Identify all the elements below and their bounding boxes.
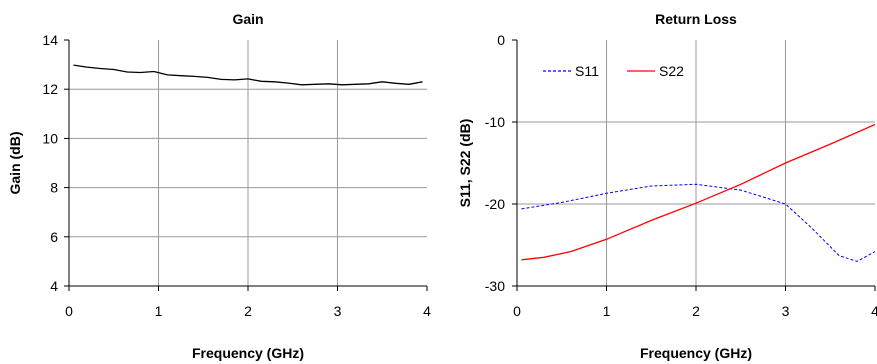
chart1-x-tick-label: 3 — [334, 303, 342, 319]
chart1-y-tick-label: 10 — [42, 130, 58, 146]
chart1-y-tick-label: 14 — [42, 32, 58, 48]
chart2-legend-label-s11: S11 — [575, 63, 599, 79]
chart2-x-tick-label: 0 — [513, 303, 521, 319]
chart2-x-axis-label: Frequency (GHz) — [640, 345, 752, 361]
chart1-x-tick-label: 1 — [155, 303, 163, 319]
chart1-y-axis-label: Gain (dB) — [7, 132, 23, 195]
chart1-x-tick-label: 2 — [244, 303, 252, 319]
chart1-y-tick-label: 12 — [42, 81, 58, 97]
chart2-y-tick-label: -30 — [485, 278, 505, 294]
chart1-y-tick-label: 8 — [50, 180, 58, 196]
chart2-x-tick-label: 2 — [692, 303, 700, 319]
chart1-x-tick-label: 0 — [65, 303, 73, 319]
chart2-y-axis-label: S11, S22 (dB) — [457, 119, 473, 208]
chart2-y-tick-label: -10 — [485, 114, 505, 130]
chart2-x-tick-label: 4 — [871, 303, 877, 319]
chart2-series-s22-line — [521, 123, 876, 261]
chart1-x-tick-label: 4 — [423, 303, 431, 319]
chart2-y-tick-label: 0 — [497, 32, 505, 48]
chart1-x-axis-label: Frequency (GHz) — [192, 345, 304, 361]
chart2-title: Return Loss — [655, 11, 737, 27]
chart1-y-tick-label: 4 — [50, 278, 58, 294]
chart2-series-s11-line — [521, 183, 876, 262]
chart2-legend-label-s22: S22 — [659, 63, 684, 79]
chart1-title: Gain — [232, 11, 263, 27]
chart1-y-tick-label: 6 — [50, 229, 58, 245]
chart2-y-tick-label: -20 — [485, 196, 505, 212]
chart2-x-tick-label: 3 — [782, 303, 790, 319]
chart2-x-tick-label: 1 — [603, 303, 611, 319]
chart1-series-0-line — [73, 64, 423, 86]
